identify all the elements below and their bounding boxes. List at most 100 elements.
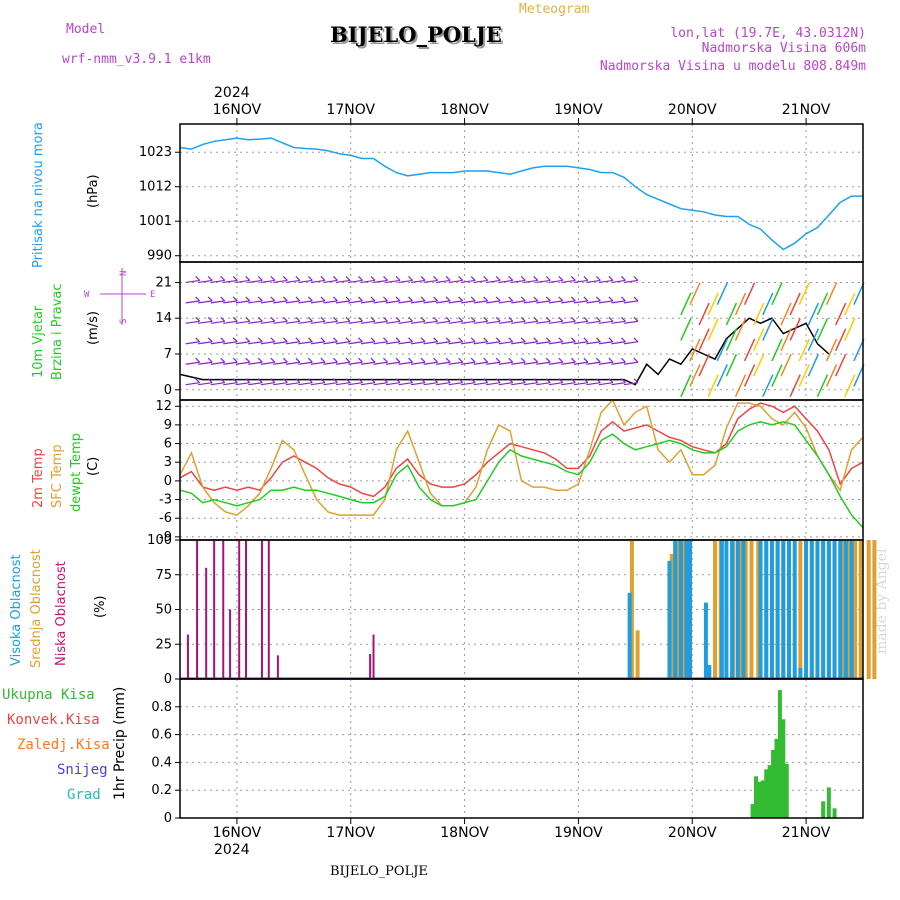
wind-barb	[623, 382, 639, 386]
wind-barb	[498, 320, 513, 324]
wind-barb	[461, 382, 476, 386]
wind-barb	[285, 320, 300, 324]
wind-barb	[486, 341, 501, 345]
wind-barb-tip	[207, 357, 213, 363]
wind-barb-tip	[508, 316, 514, 322]
wind-barb-tip	[270, 316, 276, 322]
wind-barb	[423, 320, 438, 324]
wind-barb-storm	[689, 364, 701, 387]
wind-barb	[285, 361, 300, 365]
wind-barb	[348, 341, 363, 345]
wind-barb-tip	[570, 316, 576, 322]
temperature-ytick-label: 12	[155, 399, 172, 414]
wind-barb	[285, 382, 300, 386]
wind-barb-storm	[834, 302, 847, 326]
cloud-bar	[749, 540, 754, 679]
wind-barb-tip	[383, 337, 388, 343]
wind-barb-tip	[257, 276, 263, 281]
wind-barb	[223, 300, 238, 304]
wind-barb-tip	[533, 296, 539, 302]
wind-barb	[573, 361, 588, 365]
wind-barb	[561, 341, 576, 345]
wind-barb-tip	[333, 316, 338, 322]
wind-barb-tip	[420, 276, 426, 281]
wind-barb-storm	[844, 292, 856, 316]
cloud-bar	[675, 540, 680, 679]
wind-barb	[473, 320, 488, 324]
wind-barb	[398, 361, 413, 365]
cloud-bar	[764, 540, 769, 679]
wind-barb	[198, 361, 213, 365]
elevation-label: Nadmorska Visina 606m	[702, 41, 867, 56]
wind-barb-tip	[270, 378, 276, 384]
wind-barb-tip	[595, 276, 601, 281]
wind-barb	[235, 279, 250, 284]
wind-barb	[511, 320, 526, 324]
wind-barb	[198, 279, 213, 284]
wind-barb	[360, 320, 376, 324]
wind-barb	[461, 300, 476, 304]
wind-barb	[623, 279, 639, 284]
wind-barb-storm	[680, 292, 692, 316]
wind-barb	[511, 300, 526, 304]
temp-ylabel-sfc: SFC Temp	[50, 444, 65, 508]
wind-barb-tip	[307, 276, 313, 281]
wind-barb	[573, 279, 588, 284]
wind-barb-tip	[295, 316, 301, 322]
wind-barb	[273, 300, 288, 304]
cloud-bar	[738, 540, 743, 679]
bottom-day-label: 17NOV	[326, 825, 375, 841]
wind-barb-tip	[295, 337, 301, 343]
cloud-panel: 0 25 50 75 100	[147, 533, 877, 687]
wind-barb-tip	[282, 276, 288, 281]
wind-barb-tip	[282, 316, 288, 322]
wind-barb-storm	[698, 302, 710, 326]
cloud-bar	[832, 540, 837, 679]
wind-barb-storm	[780, 328, 792, 351]
wind-barb	[548, 279, 563, 284]
wind-barb	[498, 341, 513, 345]
wind-barb-tip	[458, 276, 464, 281]
wind-barb-tip	[333, 296, 338, 302]
wind-barb	[523, 382, 538, 386]
wind-barb-tip	[495, 296, 501, 302]
wind-barb	[611, 320, 626, 324]
cloud-bar	[792, 540, 797, 679]
wind-barb	[235, 361, 250, 365]
wind-barb-tip	[558, 378, 564, 384]
precip-bar	[750, 804, 755, 818]
wind-barb-storm	[689, 338, 701, 362]
wind-barb-storm	[771, 364, 783, 387]
wind-barb-tip	[545, 316, 551, 322]
wind-barb	[448, 382, 463, 386]
pressure-ylabel-left: Pritisak na nivou mora	[31, 122, 46, 268]
precip-bar	[821, 801, 826, 818]
precip-ytick-label: 0.8	[151, 700, 172, 715]
wind-barb	[185, 361, 200, 365]
wind-barb-storm	[816, 374, 829, 397]
wind-barb-tip	[245, 357, 251, 363]
wind-ylabel-unit: (m/s)	[86, 311, 101, 345]
meteogram-label: Meteogram	[519, 2, 590, 17]
wind-barb-tip	[320, 276, 326, 281]
wind-barb	[260, 279, 275, 284]
wind-barb-tip	[270, 357, 276, 363]
wind-barb	[223, 361, 238, 365]
precip-bar	[767, 765, 772, 818]
wind-barb	[348, 382, 363, 386]
wind-barb	[486, 279, 501, 284]
cloud-bar	[213, 540, 216, 679]
wind-barb-tip	[508, 378, 514, 384]
wind-barb	[586, 361, 601, 365]
cloud-bar	[804, 540, 809, 679]
wind-barb-storm	[853, 364, 865, 387]
wind-barb	[348, 300, 363, 304]
wind-barb	[248, 320, 263, 324]
wind-barb-tip	[307, 357, 313, 363]
wind-barb	[323, 382, 338, 386]
cloud-bar	[743, 540, 748, 679]
wind-barb-storm	[762, 374, 774, 397]
wind-barb	[298, 382, 313, 386]
wind-barb	[473, 279, 488, 284]
wind-barb-storm	[680, 318, 692, 341]
